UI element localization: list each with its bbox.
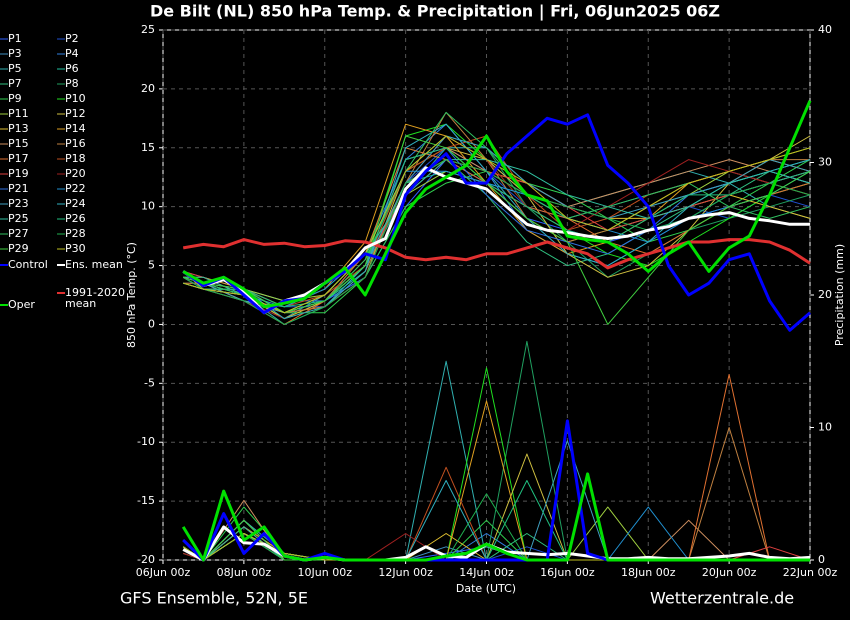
y-tick-label: 25: [141, 23, 155, 36]
legend-label: P22: [65, 182, 86, 195]
x-tick-label: 20Jun 00z: [702, 566, 757, 579]
x-tick-label: 08Jun 00z: [217, 566, 272, 579]
legend-label: P27: [8, 227, 29, 240]
y-tick-label: 15: [141, 141, 155, 154]
legend-label: P5: [8, 62, 22, 75]
y2-tick-label: 30: [818, 156, 832, 169]
legend-label: P28: [65, 227, 86, 240]
legend-label: P13: [8, 122, 29, 135]
legend-label: P8: [65, 77, 79, 90]
legend-label: 1991-2020 mean: [65, 286, 125, 310]
y-tick-label: 20: [141, 82, 155, 95]
member-temp-line: [182, 159, 811, 325]
legend-label: Control: [8, 258, 48, 271]
legend-label: Ens. mean: [65, 258, 123, 271]
legend-label: Oper: [8, 298, 35, 311]
y-tick-label: -15: [137, 494, 155, 507]
legend-label: P17: [8, 152, 29, 165]
x-axis-label: Date (UTC): [456, 582, 516, 595]
legend-label: P7: [8, 77, 22, 90]
temp-line: [182, 100, 812, 309]
temp-line: [182, 238, 811, 270]
y2-axis-label: Precipitation (mm): [833, 244, 846, 346]
legend-label: P15: [8, 137, 29, 150]
legend-label: P18: [65, 152, 86, 165]
legend-label: P3: [8, 47, 22, 60]
legend-label: P14: [65, 122, 86, 135]
legend-label: P4: [65, 47, 79, 60]
legend-label: P16: [65, 137, 86, 150]
x-tick-label: 06Jun 00z: [136, 566, 191, 579]
precip-line: [181, 472, 810, 562]
legend-label: P11: [8, 107, 29, 120]
legend-label: P24: [65, 197, 86, 210]
legend-label: P9: [8, 92, 22, 105]
y-tick-label: -20: [137, 553, 155, 566]
y2-tick-label: 40: [818, 23, 832, 36]
y-tick-label: 5: [148, 259, 155, 272]
y2-tick-label: 0: [818, 553, 825, 566]
y2-tick-label: 20: [818, 288, 832, 301]
y-tick-label: 10: [141, 200, 155, 213]
chart-title: De Bilt (NL) 850 hPa Temp. & Precipitati…: [150, 2, 720, 22]
y-tick-label: 0: [148, 317, 155, 330]
y-axis-label: 850 hPa Temp. (°C): [125, 242, 138, 348]
legend-label: P1: [8, 32, 22, 45]
x-tick-label: 10Jun 00z: [298, 566, 353, 579]
x-tick-label: 12Jun 00z: [378, 566, 433, 579]
x-tick-label: 16Jun 00z: [540, 566, 595, 579]
legend-label: P19: [8, 167, 29, 180]
y-tick-label: -10: [137, 435, 155, 448]
x-tick-label: 18Jun 00z: [621, 566, 676, 579]
legend-label: P26: [65, 212, 86, 225]
legend-label: P6: [65, 62, 79, 75]
x-tick-label: 22Jun 00z: [783, 566, 838, 579]
y2-tick-label: 10: [818, 421, 832, 434]
footer-right: Wetterzentrale.de: [650, 589, 794, 608]
legend-label: P21: [8, 182, 29, 195]
legend-label: P10: [65, 92, 86, 105]
legend-label: P23: [8, 197, 29, 210]
x-tick-label: 14Jun 00z: [459, 566, 514, 579]
legend-label: P25: [8, 212, 29, 225]
legend-label: P29: [8, 242, 29, 255]
temp-line: [182, 113, 811, 332]
legend-label: P30: [65, 242, 86, 255]
y-tick-label: -5: [144, 376, 155, 389]
footer-left: GFS Ensemble, 52N, 5E: [120, 589, 308, 608]
legend-label: P2: [65, 32, 79, 45]
legend-label: P20: [65, 167, 86, 180]
legend-label: P12: [65, 107, 86, 120]
